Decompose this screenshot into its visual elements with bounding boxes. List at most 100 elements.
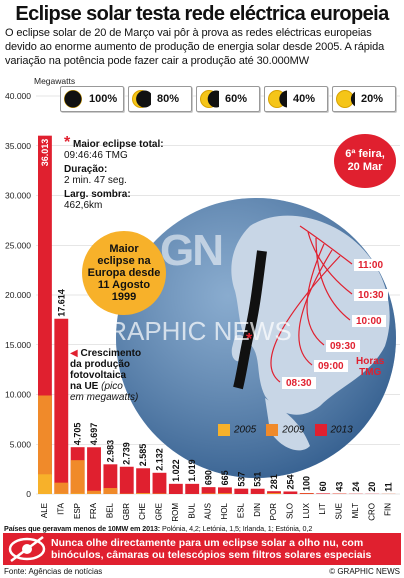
max-europe-l2: eclipse na [97,255,151,267]
bar-value-label: 537 [236,472,246,487]
time-label: 10:30 [358,290,384,301]
time-label-bg [354,289,388,301]
main-graphic: 40.000 35.000 30.000 25.000 20.000 15.000 10.0… [0,76,404,522]
max-europe-l1: Maior [109,243,139,255]
time-contour-line [306,243,325,346]
x-tick-label: AUS [204,503,213,519]
x-tick-label: ROM [171,503,180,522]
bar-value-label: 2.585 [138,444,148,467]
bar-2013-lit [316,493,331,494]
time-label-bg [282,377,316,389]
growth-l5: (pico [101,381,123,392]
x-tick-label: FRA [89,502,98,519]
bar-value-label: 24 [351,482,361,492]
legend-swatch [314,424,327,436]
time-label: 09:00 [318,361,344,372]
x-tick-label: LUX [302,502,311,518]
bar-value-label: 17.614 [56,289,66,317]
bar-2013-bel [103,464,118,494]
warning-line2: binóculos, câmaras ou telescópios sem fi… [51,549,372,561]
bar-2005-ale [38,474,52,494]
globe: 11:00 10:30 10:00 09:30 09:00 08:30 * [116,198,396,478]
bar-value-label: 43 [334,482,344,492]
x-tick-label: CHE [138,503,147,520]
time-contour-line [298,249,333,366]
x-tick-label: BEL [105,502,114,518]
y-tick-label: 10.000 [5,390,31,400]
x-tick-label: ALE [40,503,49,518]
time-label-bg [314,360,348,372]
time-label: 10:00 [356,316,382,327]
legend: 2005 2009 2013 [218,424,353,436]
eclipse-phase-5: 20% [332,86,396,112]
growth-l2: da produção [70,359,131,370]
time-label-bg [352,315,386,327]
bar-2013-esl [234,488,249,494]
x-tick-label: GBR [122,503,131,521]
bar-2013-din [250,488,265,494]
y-tick-label: 0 [26,489,31,499]
eclipse-phase-pct: 100% [89,93,118,105]
eclipse-phase-2: 80% [128,86,192,112]
max-eclipse-label: Maior eclipse total: [73,139,164,150]
max-eclipse-marker: * [246,331,253,348]
eclipse-moon-icon [132,90,151,108]
x-tick-label: POR [269,503,278,521]
eclipse-moon-icon [336,90,355,108]
bar-value-label: 281 [269,474,279,489]
bar-2013-aus [201,487,216,494]
bar-value-label: 1.022 [171,459,181,482]
bar-value-label: 531 [253,472,263,487]
bar-value-label: 60 [318,481,328,491]
x-tick-label: GRE [155,503,164,520]
eclipse-phase-pct: 20% [361,93,384,105]
footnote: Países que geravam menos de 10MW em 2013… [4,524,404,533]
max-europe-l3: Europa desde [87,267,161,279]
x-tick-label: DIN [253,503,262,517]
bar-2013-rom [168,483,183,494]
watermark-gn: GN [160,226,224,275]
bar-chart: 40.000 35.000 30.000 25.000 20.000 15.000 10.0… [5,76,400,522]
bar-2009-fra [87,490,101,494]
x-tick-label: HOL [220,502,229,519]
bar-value-label: 20 [367,482,377,492]
bar-2013-por [267,491,281,494]
y-tick-label: 30.000 [5,191,31,201]
bar-value-label: 11 [384,482,394,492]
y-tick-label: 35.000 [5,141,31,151]
shadow-width-value: 462,6km [64,200,103,211]
eclipse-moon-icon [200,90,219,108]
eclipse-moon-icon [268,90,287,108]
time-label: 09:30 [330,341,356,352]
copyright-text: © GRAPHIC NEWS [329,567,400,576]
footnote-bold: Países que geravam menos de 10MW em 2013… [4,524,161,533]
bar-2013-gre [152,472,167,494]
warning-banner: Nunca olhe directamente para um eclipse … [3,533,401,565]
legend-item-2005: 2005 [218,424,256,436]
intro-text: O eclipse solar de 20 de Março vai pôr à… [5,27,385,67]
x-tick-label: FIN [384,503,393,516]
time-contour-line [299,225,353,265]
bar-2013-slo [283,491,298,494]
bar-2013-hol [218,487,232,494]
y-tick-label: 40.000 [5,91,31,101]
legend-item-2013: 2013 [314,424,353,436]
bar-value-label: 2.739 [122,442,132,465]
source-text: Fonte: Agências de notícias [4,567,103,576]
x-tick-label: ESL [236,502,245,518]
bar-2009-aus [201,493,216,494]
eclipse-phase-4: 40% [264,86,328,112]
growth-caption: ◀ Crescimento da produção fotovoltaica n… [70,348,165,403]
y-tick-label: 5.000 [10,439,32,449]
bar-value-label: 665 [220,470,230,485]
time-contour-line [270,255,341,383]
bar-value-label: 1.019 [187,459,197,482]
y-axis-label: Megawatts [34,76,75,86]
bar-2009-por [267,493,281,494]
bar-value-label: 690 [204,470,214,485]
hours-l1: Horas [356,356,385,367]
bar-value-label: 36.013 [40,139,50,167]
eye-icon [8,536,46,562]
bar-2009-ita [54,482,69,494]
hours-tmg-label: Horas TMG [356,356,384,378]
